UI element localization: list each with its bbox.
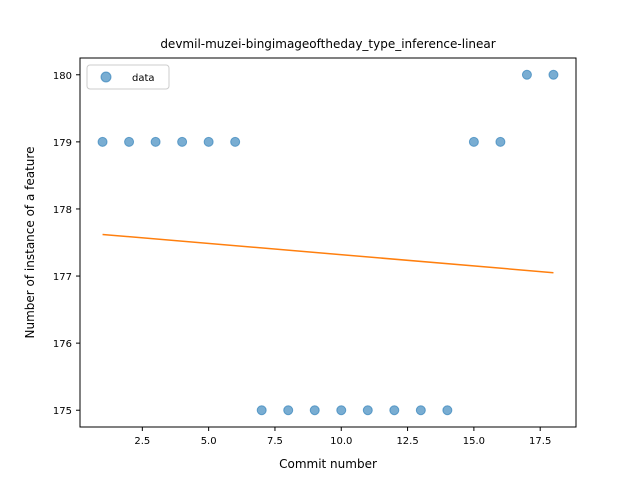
x-axis-title: Commit number bbox=[279, 457, 377, 471]
legend-box bbox=[86, 64, 170, 90]
legend-label-data: data bbox=[132, 73, 155, 84]
axes-frame bbox=[79, 57, 577, 428]
data-point bbox=[442, 405, 453, 416]
x-tick-label: 5.0 bbox=[201, 436, 217, 447]
y-tick-label: 176 bbox=[53, 339, 72, 350]
plot-marks bbox=[97, 69, 559, 416]
y-axis-title: Number of instance of a feature bbox=[23, 147, 37, 339]
y-tick-label: 180 bbox=[53, 71, 72, 82]
data-point bbox=[336, 405, 347, 416]
y-axis: 175 176 177 178 179 180 bbox=[53, 71, 80, 417]
data-point bbox=[548, 69, 559, 80]
data-point bbox=[97, 136, 108, 147]
data-point bbox=[362, 405, 373, 416]
x-tick-label: 15.0 bbox=[463, 436, 485, 447]
data-point bbox=[256, 405, 267, 416]
data-point bbox=[177, 136, 188, 147]
x-axis: 2.5 5.0 7.5 10.0 12.5 15.0 17.5 bbox=[134, 427, 551, 447]
legend: data bbox=[86, 64, 170, 90]
data-point bbox=[468, 136, 479, 147]
fit-line bbox=[102, 233, 554, 274]
chart-title: devmil-muzei-bingimageoftheday_type_infe… bbox=[160, 37, 495, 51]
y-tick-label: 175 bbox=[53, 406, 72, 417]
x-tick-label: 17.5 bbox=[529, 436, 551, 447]
legend-marker bbox=[100, 71, 112, 83]
data-point bbox=[495, 136, 506, 147]
data-point bbox=[309, 405, 320, 416]
data-point bbox=[389, 405, 400, 416]
data-point bbox=[521, 69, 532, 80]
data-point bbox=[230, 136, 241, 147]
x-tick-label: 2.5 bbox=[134, 436, 150, 447]
data-point bbox=[283, 405, 294, 416]
y-tick-label: 177 bbox=[53, 272, 72, 283]
data-point bbox=[203, 136, 214, 147]
y-tick-label: 178 bbox=[53, 205, 72, 216]
y-tick-label: 179 bbox=[53, 138, 72, 149]
data-point bbox=[415, 405, 426, 416]
data-point bbox=[150, 136, 161, 147]
x-tick-label: 10.0 bbox=[330, 436, 352, 447]
x-tick-label: 7.5 bbox=[267, 436, 283, 447]
data-point bbox=[124, 136, 135, 147]
x-tick-label: 12.5 bbox=[396, 436, 418, 447]
